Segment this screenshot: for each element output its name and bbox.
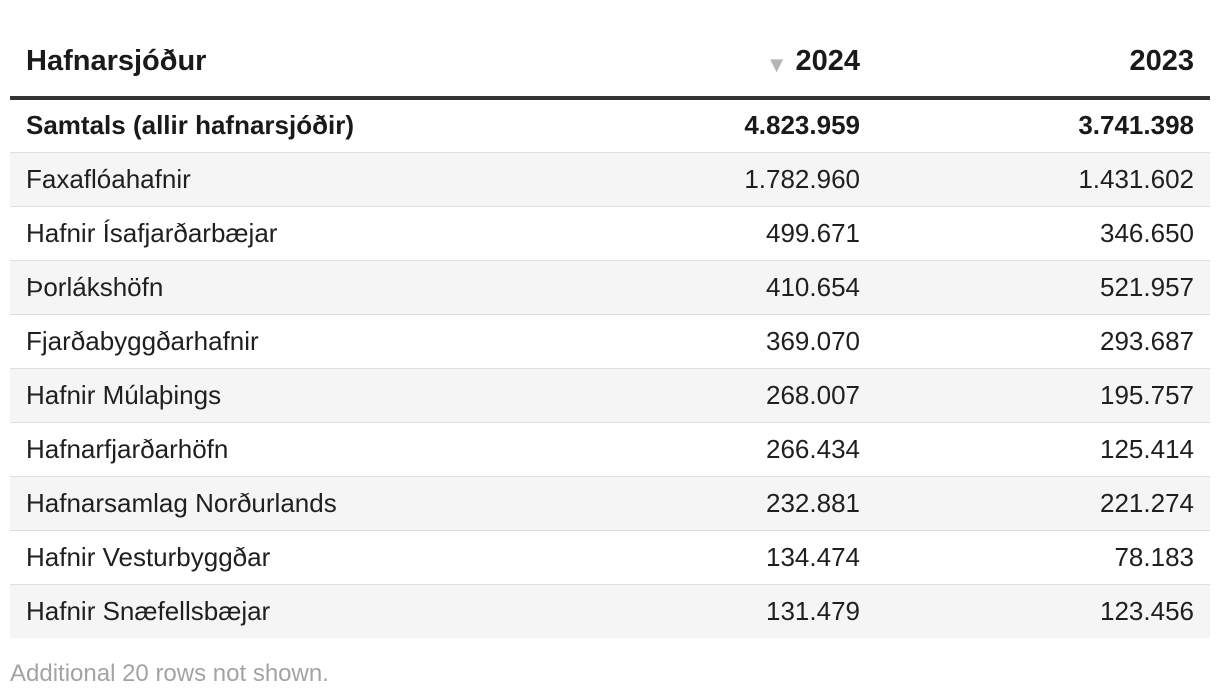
column-header-2024-label: 2024 bbox=[795, 44, 860, 77]
table-body: Samtals (allir hafnarsjóðir) 4.823.959 3.7… bbox=[10, 98, 1210, 638]
cell-value-2023: 3.741.398 bbox=[876, 98, 1210, 153]
cell-value-2023: 195.757 bbox=[876, 368, 1210, 423]
cell-value-2023: 346.650 bbox=[876, 206, 1210, 261]
cell-value-2024: 266.434 bbox=[710, 422, 876, 477]
data-table: Hafnarsjóður ▼ 2024 2023 Samtals (allir h… bbox=[10, 0, 1210, 638]
table-row: Fjarðabyggðarhafnir 369.070 293.687 bbox=[10, 314, 1210, 369]
cell-value-2024: 268.007 bbox=[710, 368, 876, 423]
table-row: Hafnir Múlaþings 268.007 195.757 bbox=[10, 368, 1210, 423]
cell-port-name: Hafnir Snæfellsbæjar bbox=[10, 584, 710, 638]
cell-value-2023: 78.183 bbox=[876, 530, 1210, 585]
table-header: Hafnarsjóður ▼ 2024 2023 bbox=[10, 0, 1210, 100]
table-row: Hafnir Vesturbyggðar 134.474 78.183 bbox=[10, 530, 1210, 585]
column-header-2023[interactable]: 2023 bbox=[876, 0, 1210, 100]
table-row: Hafnarfjarðarhöfn 266.434 125.414 bbox=[10, 422, 1210, 477]
data-table-container: Hafnarsjóður ▼ 2024 2023 Samtals (allir h… bbox=[10, 0, 1210, 638]
cell-port-name: Þorlákshöfn bbox=[10, 260, 710, 315]
cell-value-2023: 521.957 bbox=[876, 260, 1210, 315]
cell-port-name: Hafnarsamlag Norðurlands bbox=[10, 476, 710, 531]
sort-descending-icon: ▼ bbox=[765, 51, 788, 77]
cell-port-name: Hafnarfjarðarhöfn bbox=[10, 422, 710, 477]
cell-value-2024: 410.654 bbox=[710, 260, 876, 315]
cell-port-name: Faxaflóahafnir bbox=[10, 152, 710, 207]
table-row: Hafnir Ísafjarðarbæjar 499.671 346.650 bbox=[10, 206, 1210, 261]
rows-hidden-note: Additional 20 rows not shown. bbox=[10, 660, 329, 687]
cell-port-name: Hafnir Múlaþings bbox=[10, 368, 710, 423]
cell-value-2023: 125.414 bbox=[876, 422, 1210, 477]
cell-value-2023: 1.431.602 bbox=[876, 152, 1210, 207]
table-row: Hafnir Snæfellsbæjar 131.479 123.456 bbox=[10, 584, 1210, 638]
cell-value-2023: 123.456 bbox=[876, 584, 1210, 638]
cell-value-2024: 232.881 bbox=[710, 476, 876, 531]
cell-value-2024: 499.671 bbox=[710, 206, 876, 261]
cell-port-name: Hafnir Vesturbyggðar bbox=[10, 530, 710, 585]
cell-port-name: Fjarðabyggðarhafnir bbox=[10, 314, 710, 369]
table-row: Hafnarsamlag Norðurlands 232.881 221.274 bbox=[10, 476, 1210, 531]
cell-port-name: Samtals (allir hafnarsjóðir) bbox=[10, 98, 710, 153]
table-row: Þorlákshöfn 410.654 521.957 bbox=[10, 260, 1210, 315]
cell-value-2024: 4.823.959 bbox=[710, 98, 876, 153]
cell-value-2024: 369.070 bbox=[710, 314, 876, 369]
table-row: Faxaflóahafnir 1.782.960 1.431.602 bbox=[10, 152, 1210, 207]
header-row: Hafnarsjóður ▼ 2024 2023 bbox=[10, 0, 1210, 100]
cell-port-name: Hafnir Ísafjarðarbæjar bbox=[10, 206, 710, 261]
cell-value-2023: 221.274 bbox=[876, 476, 1210, 531]
cell-value-2024: 1.782.960 bbox=[710, 152, 876, 207]
cell-value-2024: 131.479 bbox=[710, 584, 876, 638]
total-row: Samtals (allir hafnarsjóðir) 4.823.959 3.7… bbox=[10, 98, 1210, 153]
cell-value-2024: 134.474 bbox=[710, 530, 876, 585]
column-header-2024[interactable]: ▼ 2024 bbox=[710, 0, 876, 100]
column-header-hafnarsjodur[interactable]: Hafnarsjóður bbox=[10, 0, 710, 100]
cell-value-2023: 293.687 bbox=[876, 314, 1210, 369]
